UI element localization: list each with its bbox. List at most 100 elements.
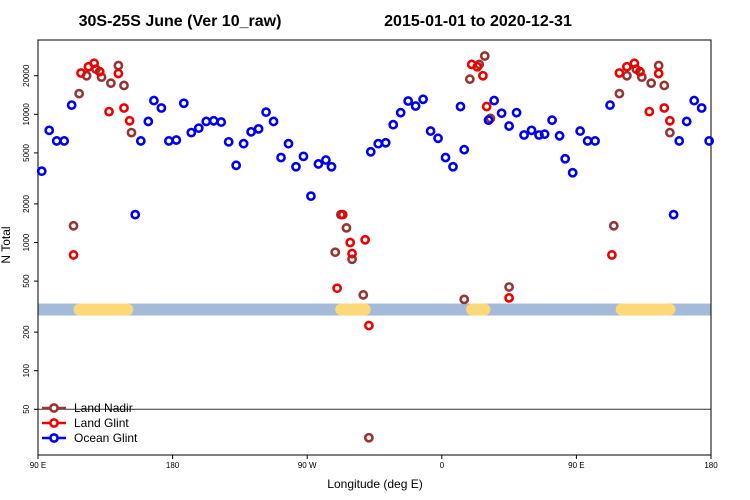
- data-point: [575, 126, 586, 136]
- data-point: [268, 116, 279, 127]
- data-point: [539, 129, 550, 140]
- land-band-segment: [466, 303, 491, 316]
- data-point: [418, 94, 429, 105]
- data-point: [130, 209, 141, 220]
- chart-title-right: 2015-01-01 to 2020-12-31: [384, 13, 572, 30]
- data-point: [608, 220, 619, 231]
- y-tick-label: 1000: [22, 233, 31, 251]
- data-point: [440, 152, 451, 163]
- y-tick-label: 500: [22, 274, 31, 288]
- data-point: [143, 116, 154, 127]
- data-point: [36, 166, 47, 177]
- data-point: [223, 136, 234, 147]
- data-point: [448, 161, 458, 172]
- series-ocean-glint: [36, 94, 715, 220]
- data-point: [363, 432, 374, 443]
- data-point: [380, 137, 391, 148]
- data-point: [66, 100, 77, 111]
- data-point: [119, 80, 129, 91]
- data-point: [519, 130, 529, 140]
- data-point: [511, 107, 522, 118]
- data-point: [560, 153, 571, 164]
- data-point: [326, 161, 337, 172]
- data-point: [332, 283, 343, 294]
- data-point: [664, 115, 675, 126]
- data-point: [455, 101, 466, 112]
- y-tick-label: 10000: [22, 103, 31, 126]
- data-point: [629, 58, 640, 69]
- data-point: [607, 250, 617, 260]
- data-point: [347, 254, 357, 265]
- data-point: [388, 119, 399, 130]
- data-point: [345, 237, 356, 248]
- data-point: [534, 130, 544, 140]
- y-tick-label: 20000: [22, 64, 31, 87]
- land-band-segment: [615, 303, 676, 316]
- data-point: [567, 167, 578, 178]
- legend-label: Land Nadir: [74, 401, 133, 415]
- legend-label: Land Glint: [74, 416, 129, 430]
- data-point: [156, 103, 167, 113]
- land-band-segment: [335, 303, 371, 316]
- data-point: [313, 159, 324, 169]
- data-point: [554, 130, 565, 141]
- y-tick-label: 200: [22, 325, 31, 339]
- data-point: [186, 127, 197, 138]
- data-point: [504, 282, 514, 292]
- data-point: [504, 292, 514, 303]
- data-point: [89, 58, 99, 69]
- data-point: [659, 80, 670, 91]
- data-point: [635, 66, 645, 77]
- data-point: [106, 78, 116, 89]
- x-tick-label: 180: [166, 461, 180, 470]
- data-point: [44, 125, 55, 136]
- data-point: [216, 117, 227, 127]
- data-point: [68, 220, 79, 231]
- data-point: [76, 68, 86, 78]
- data-point: [119, 103, 129, 113]
- data-point: [126, 127, 137, 138]
- data-point: [341, 223, 352, 233]
- data-point: [193, 123, 204, 134]
- data-point: [358, 290, 369, 300]
- data-point: [360, 234, 371, 245]
- y-tick-label: 50: [22, 404, 31, 413]
- data-point: [425, 126, 436, 136]
- data-point: [410, 101, 421, 111]
- data-point: [689, 95, 700, 106]
- y-axis-label: N Total: [0, 226, 13, 263]
- data-point: [94, 66, 105, 77]
- data-point: [605, 100, 615, 111]
- data-point: [644, 106, 655, 117]
- series-land-glint: [68, 58, 675, 331]
- plot-frame: [37, 39, 712, 456]
- data-point: [74, 88, 85, 99]
- data-point: [479, 51, 490, 61]
- data-point: [238, 138, 249, 149]
- legend-label: Ocean Glint: [74, 431, 138, 445]
- data-point: [547, 115, 557, 126]
- land-band-segment: [73, 303, 134, 316]
- data-point: [664, 127, 675, 138]
- data-point: [621, 61, 632, 72]
- data-point: [646, 78, 657, 89]
- data-point: [496, 108, 507, 119]
- data-point: [478, 70, 488, 81]
- data-point: [337, 209, 348, 220]
- data-point: [68, 250, 79, 260]
- data-point: [403, 96, 414, 106]
- data-point: [306, 191, 316, 202]
- data-point: [504, 121, 514, 131]
- data-point: [614, 68, 625, 78]
- legend-marker: [49, 433, 59, 443]
- plot-area: 50 100 200 500 1000 2000 5000 10000 20000 90 E 180…: [22, 39, 718, 470]
- y-tick-label: 5000: [22, 143, 31, 161]
- chart-title-left: 30S-25S June (Ver 10_raw): [79, 13, 282, 30]
- data-point: [526, 125, 537, 136]
- data-point: [674, 136, 685, 146]
- data-point: [433, 133, 443, 144]
- data-point: [104, 106, 114, 117]
- data-point: [459, 144, 470, 155]
